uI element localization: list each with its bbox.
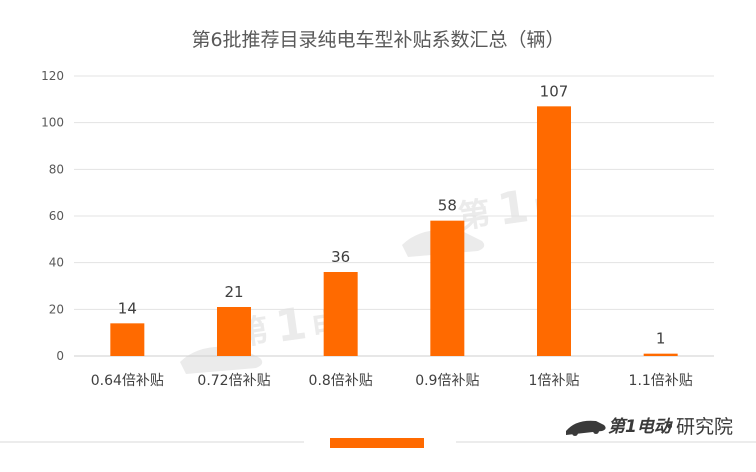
bar bbox=[430, 220, 465, 356]
car-logo-icon bbox=[566, 420, 606, 435]
chart-title: 第6批推荐目录纯电车型补贴系数汇总（辆） bbox=[191, 29, 564, 51]
x-tick-label: 0.64倍补贴 bbox=[91, 373, 164, 389]
footer-accent-bar bbox=[330, 438, 424, 448]
y-tick-label: 40 bbox=[49, 256, 64, 270]
bar bbox=[323, 272, 358, 356]
y-tick-label: 20 bbox=[49, 302, 64, 316]
bar bbox=[217, 307, 251, 356]
data-label: 107 bbox=[540, 82, 569, 100]
bar bbox=[643, 353, 678, 356]
y-tick-label: 0 bbox=[56, 349, 64, 363]
x-tick-label: 1.1倍补贴 bbox=[629, 373, 693, 389]
y-tick-label: 100 bbox=[41, 116, 64, 130]
svg-text:1: 1 bbox=[494, 181, 531, 236]
data-label: 36 bbox=[331, 248, 350, 266]
data-label: 58 bbox=[438, 197, 457, 215]
x-tick-label: 1倍补贴 bbox=[529, 373, 580, 389]
data-label: 14 bbox=[118, 299, 137, 317]
brand-logo-text: 第1电动 bbox=[608, 417, 674, 437]
y-tick-label: 60 bbox=[49, 209, 64, 223]
brand-separator: • bbox=[665, 417, 674, 436]
bar bbox=[537, 106, 571, 356]
y-tick-label: 120 bbox=[41, 69, 64, 83]
bar bbox=[110, 323, 145, 356]
data-labels: 14 21 36 58 107 1 bbox=[118, 82, 666, 347]
data-label: 1 bbox=[656, 330, 666, 348]
x-tick-label: 0.8倍补贴 bbox=[309, 373, 373, 389]
bars bbox=[110, 106, 678, 356]
brand-label: 研究院 bbox=[676, 416, 733, 438]
brand-logo: 第1电动 • 研究院 bbox=[566, 416, 733, 438]
x-tick-label: 0.72倍补贴 bbox=[197, 373, 270, 389]
data-label: 21 bbox=[224, 283, 243, 301]
x-tick-label: 0.9倍补贴 bbox=[415, 373, 479, 389]
gridlines bbox=[74, 75, 714, 357]
y-axis-ticks: 0 20 40 60 80 100 120 bbox=[41, 69, 64, 363]
y-tick-label: 80 bbox=[49, 162, 64, 176]
svg-text:1: 1 bbox=[272, 298, 309, 353]
x-axis-ticks: 0.64倍补贴 0.72倍补贴 0.8倍补贴 0.9倍补贴 1倍补贴 1.1倍补贴 bbox=[91, 373, 693, 389]
